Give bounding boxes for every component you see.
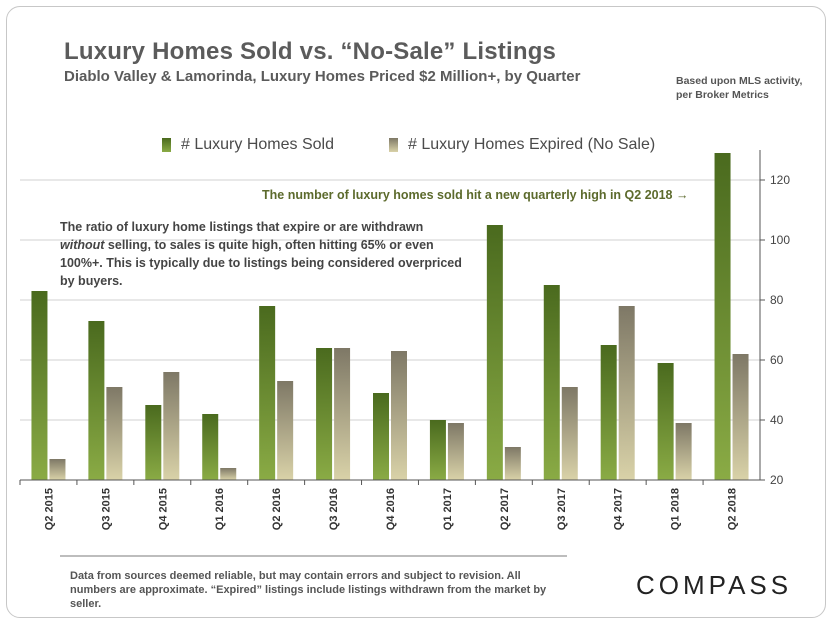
bar-sold: [88, 321, 105, 480]
chart-subtitle: Diablo Valley & Lamorinda, Luxury Homes …: [64, 68, 581, 85]
x-tick-label: Q4 2015: [157, 488, 169, 530]
x-tick-label: Q2 2016: [271, 488, 283, 530]
q2-2018-highlight-note: The number of luxury homes sold hit a ne…: [262, 188, 689, 202]
x-tick-label: Q1 2018: [670, 488, 682, 530]
x-tick-label: Q1 2017: [442, 488, 454, 530]
bar-expired: [49, 459, 66, 480]
legend-item-expired: # Luxury Homes Expired (No Sale): [389, 136, 655, 154]
ratio-note: The ratio of luxury home listings that e…: [60, 218, 470, 290]
bar-expired: [504, 447, 521, 480]
x-tick-label: Q3 2016: [328, 488, 340, 530]
bar-expired: [277, 381, 294, 480]
slide-frame: [6, 6, 826, 618]
bar-expired: [220, 468, 237, 480]
compass-logo: COMPASS: [636, 570, 793, 600]
legend-label-expired: # Luxury Homes Expired (No Sale): [408, 136, 656, 153]
bar-expired: [106, 387, 123, 480]
bar-sold: [202, 414, 219, 480]
bar-sold: [145, 405, 162, 480]
y-tick-label: 60: [770, 353, 784, 367]
data-basis-note: Based upon MLS activity, per Broker Metr…: [676, 74, 816, 102]
bar-sold: [373, 393, 389, 480]
y-tick-label: 120: [770, 173, 790, 187]
x-tick-label: Q4 2017: [613, 488, 625, 530]
bar-expired: [163, 372, 180, 480]
bar-expired: [732, 354, 749, 480]
x-tick-label: Q2 2017: [499, 488, 511, 530]
bar-sold: [657, 363, 674, 480]
ratio-note-text-1: The ratio of luxury home listings that e…: [60, 220, 424, 234]
x-tick-label: Q4 2016: [385, 488, 397, 530]
y-tick-label: 80: [770, 293, 784, 307]
bar-expired: [561, 387, 578, 480]
bar-expired: [334, 348, 351, 480]
y-tick-label: 20: [770, 473, 784, 487]
legend-item-sold: # Luxury Homes Sold: [162, 136, 334, 154]
bar-sold: [486, 225, 503, 480]
bar-expired: [447, 423, 464, 480]
bar-expired: [675, 423, 692, 480]
basis-line-1: Based upon MLS activity,: [676, 75, 803, 87]
x-tick-label: Q2 2015: [43, 488, 55, 530]
ratio-note-text-2: selling, to sales is quite high, often h…: [60, 238, 462, 288]
bar-sold: [543, 285, 560, 480]
bar-sold: [259, 306, 276, 480]
legend-label-sold: # Luxury Homes Sold: [181, 136, 334, 153]
x-tick-label: Q2 2018: [727, 488, 739, 530]
bar-sold: [714, 153, 731, 480]
bar-expired: [618, 306, 635, 480]
bar-sold: [600, 345, 617, 480]
footer-divider: [60, 555, 567, 557]
chart-title: Luxury Homes Sold vs. “No-Sale” Listings: [64, 38, 557, 65]
basis-line-2: per Broker Metrics: [676, 89, 769, 101]
ratio-note-emphasis: without: [60, 238, 105, 252]
bar-sold: [316, 348, 333, 480]
footer-disclaimer: Data from sources deemed reliable, but m…: [70, 570, 547, 610]
y-tick-label: 100: [770, 233, 790, 247]
bar-sold: [429, 420, 446, 480]
bar-sold: [31, 291, 48, 480]
bar-expired: [391, 351, 407, 480]
x-tick-label: Q3 2017: [556, 488, 568, 530]
x-tick-label: Q1 2016: [214, 488, 226, 530]
x-tick-label: Q3 2015: [100, 488, 112, 530]
legend-swatch-sold: [162, 138, 171, 152]
y-tick-label: 40: [770, 413, 784, 427]
legend-swatch-expired: [389, 138, 398, 152]
